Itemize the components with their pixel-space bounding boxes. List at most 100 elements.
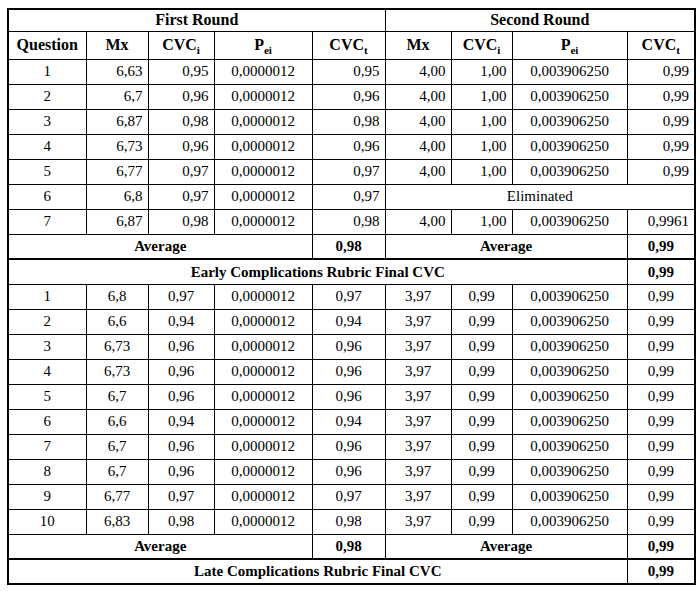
data-row-cell: 4,00 [385, 109, 451, 134]
data-row-cell: 0,99 [627, 84, 695, 109]
data-row-cell: 0,99 [627, 359, 695, 384]
data-row-cell: 0,98 [312, 209, 385, 234]
data-row-cell: 6,73 [86, 334, 148, 359]
data-row: 36,870,980,00000120,984,001,000,00390625… [8, 109, 695, 134]
data-row-cell: 6,6 [86, 409, 148, 434]
data-row-cell: 4,00 [385, 59, 451, 84]
data-row-cell: 0,94 [312, 409, 385, 434]
data-row-cell: 0,99 [451, 434, 512, 459]
data-row-cell: 0,0000012 [214, 84, 312, 109]
data-row-cell: 0,0000012 [214, 209, 312, 234]
column-header-cvct-2: CVCt [627, 31, 695, 59]
data-row-cell: 0,003906250 [512, 59, 627, 84]
data-row-cell: 0,003906250 [512, 334, 627, 359]
data-row-cell: 0,0000012 [214, 359, 312, 384]
data-row-cell: 4,00 [385, 159, 451, 184]
average-row: Average0,98Average0,99 [8, 534, 695, 559]
data-row-cell: 6,77 [86, 484, 148, 509]
data-row-cell: 0,0000012 [214, 309, 312, 334]
round-header-row: First Round Second Round [8, 9, 695, 31]
data-row-cell: 0,96 [148, 384, 214, 409]
column-header-question: Question [8, 31, 86, 59]
final-cvc-row-cell: Late Complications Rubric Final CVC [8, 559, 627, 584]
data-row-cell: 0,003906250 [512, 309, 627, 334]
data-row-cell: 3,97 [385, 409, 451, 434]
data-row-cell: 0,99 [627, 509, 695, 534]
data-row-cell: 0,0000012 [214, 484, 312, 509]
data-row-cell: 0,96 [148, 134, 214, 159]
average-row-cell: Average [8, 534, 312, 559]
data-row-cell: 0,0000012 [214, 509, 312, 534]
data-row-cell: 1,00 [451, 159, 512, 184]
data-row-cell: 4,00 [385, 209, 451, 234]
average-row-cell: Average [385, 534, 627, 559]
data-row-cell: 0,003906250 [512, 409, 627, 434]
data-row-cell: 0,003906250 [512, 434, 627, 459]
data-row-cell: 0,003906250 [512, 484, 627, 509]
column-header-mx-2: Mx [385, 31, 451, 59]
data-row-cell: 5 [8, 159, 86, 184]
data-row-cell: 0,0000012 [214, 59, 312, 84]
data-row-cell: 4 [8, 134, 86, 159]
data-row: 16,630,950,00000120,954,001,000,00390625… [8, 59, 695, 84]
data-row-cell: 2 [8, 309, 86, 334]
data-row-cell: 0,003906250 [512, 134, 627, 159]
data-row-cell: 4 [8, 359, 86, 384]
data-row-cell: 0,99 [627, 384, 695, 409]
data-row-cell: 0,98 [148, 109, 214, 134]
data-row-cell: 0,003906250 [512, 509, 627, 534]
data-row-cell: 0,95 [148, 59, 214, 84]
data-row-cell: 1,00 [451, 109, 512, 134]
data-row-cell: 6,73 [86, 359, 148, 384]
second-round-header: Second Round [385, 9, 695, 31]
data-row-cell: 1,00 [451, 59, 512, 84]
data-row-cell: 0,96 [148, 459, 214, 484]
data-row-cell: 1 [8, 284, 86, 309]
column-header-pei-2: Pei [512, 31, 627, 59]
data-row-cell: 0,96 [148, 334, 214, 359]
column-header-row: Question Mx CVCi Pei CVCt Mx CVCi Pei CV… [8, 31, 695, 59]
data-row-cell: 0,97 [148, 284, 214, 309]
data-row-cell: 0,99 [627, 434, 695, 459]
final-cvc-row-cell: 0,99 [627, 259, 695, 284]
data-row-cell: 0,94 [312, 309, 385, 334]
data-row-cell: 3 [8, 334, 86, 359]
data-row: 106,830,980,00000120,983,970,990,0039062… [8, 509, 695, 534]
data-row: 26,60,940,00000120,943,970,990,003906250… [8, 309, 695, 334]
final-cvc-row-cell: 0,99 [627, 559, 695, 584]
data-row-cell: 0,003906250 [512, 84, 627, 109]
data-row-cell: 0,96 [312, 459, 385, 484]
data-row-cell: 6,7 [86, 84, 148, 109]
data-row-cell: 0,003906250 [512, 384, 627, 409]
data-row-cell: 3,97 [385, 434, 451, 459]
final-cvc-row: Early Complications Rubric Final CVC0,99 [8, 259, 695, 284]
data-row-cell: 0,003906250 [512, 159, 627, 184]
data-row: 16,80,970,00000120,973,970,990,003906250… [8, 284, 695, 309]
data-row-cell: 3 [8, 109, 86, 134]
data-row-cell: 0,96 [312, 384, 385, 409]
data-row-cell: 0,0000012 [214, 184, 312, 209]
data-row-cell: 0,0000012 [214, 134, 312, 159]
data-row-cell: 0,97 [148, 159, 214, 184]
data-row-cell: 6,8 [86, 284, 148, 309]
average-row-cell: 0,99 [627, 234, 695, 259]
data-row-cell: 0,99 [627, 159, 695, 184]
data-row-cell: 0,99 [627, 284, 695, 309]
data-row-cell: 0,99 [451, 509, 512, 534]
data-row-cell: 3,97 [385, 284, 451, 309]
data-row-cell: 6,77 [86, 159, 148, 184]
data-row: 36,730,960,00000120,963,970,990,00390625… [8, 334, 695, 359]
final-cvc-row: Late Complications Rubric Final CVC0,99 [8, 559, 695, 584]
data-row: 76,870,980,00000120,984,001,000,00390625… [8, 209, 695, 234]
data-row-cell: 1,00 [451, 209, 512, 234]
data-row-cell: 3,97 [385, 484, 451, 509]
data-row-cell: 0,99 [451, 359, 512, 384]
data-row-cell: 6,7 [86, 459, 148, 484]
data-row-cell: 0,99 [451, 334, 512, 359]
data-row-cell: 9 [8, 484, 86, 509]
data-row-cell: 0,94 [148, 309, 214, 334]
data-row-cell: 0,99 [627, 334, 695, 359]
data-row: 46,730,960,00000120,964,001,000,00390625… [8, 134, 695, 159]
data-row-cell: 0,94 [148, 409, 214, 434]
data-row-cell: 0,99 [451, 484, 512, 509]
